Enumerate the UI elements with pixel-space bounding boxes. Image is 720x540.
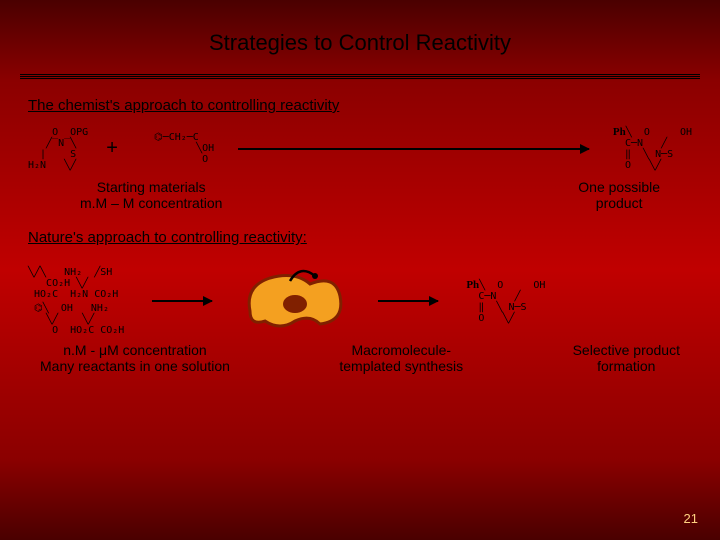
caption-row-1: Starting materials m.M – M concentration… — [0, 171, 720, 211]
enzyme-icon — [240, 266, 350, 336]
structure-reactant-1: O OPG ╱‾N‾╲ | S H₂N ╲╱ — [28, 127, 88, 171]
reaction-arrow-2b — [378, 300, 438, 302]
caption-selective: Selective product formation — [573, 342, 680, 374]
heading-nature: Nature's approach to controlling reactiv… — [28, 229, 720, 246]
caption-nm-conc: n.M - μM concentration Many reactants in… — [40, 342, 230, 374]
slide-title: Strategies to Control Reactivity — [0, 0, 720, 74]
caption-one-product: One possible product — [578, 179, 660, 211]
structure-reactant-2: ⌬─CH₂─C ╲OH O — [136, 132, 214, 165]
reaction-arrow-1 — [238, 148, 589, 150]
structure-small-1: ╲╱╲ NH₂ ╱SH CO₂H ╲╱ HO₂C H₂N CO₂H — [28, 267, 124, 300]
heading-chemist: The chemist's approach to controlling re… — [28, 97, 720, 114]
caption-starting-materials: Starting materials m.M – M concentration — [80, 179, 222, 211]
page-number: 21 — [684, 511, 698, 526]
caption-macromolecule: Macromolecule- templated synthesis — [339, 342, 463, 374]
structure-product-2: Ph╲ O OH C─N ╱ ‖ ╲ N─S O ╲╱ — [466, 279, 545, 324]
structure-product-1: Ph╲ O OH C─N ╱ ‖ ╲ N─S O ╲╱ — [613, 126, 692, 171]
plus-sign: + — [106, 137, 118, 160]
structure-small-2: ⌬╲ OH NH₂ ╲╱ ╲╱ O HO₂C CO₂H — [28, 303, 124, 336]
reaction-row-2: ╲╱╲ NH₂ ╱SH CO₂H ╲╱ HO₂C H₂N CO₂H ⌬╲ OH … — [0, 258, 720, 336]
reactant-stack: ╲╱╲ NH₂ ╱SH CO₂H ╲╱ HO₂C H₂N CO₂H ⌬╲ OH … — [28, 267, 124, 336]
reaction-row-1: O OPG ╱‾N‾╲ | S H₂N ╲╱ + ⌬─CH₂─C ╲OH O P… — [0, 126, 720, 171]
divider-line — [20, 74, 700, 79]
caption-row-2: n.M - μM concentration Many reactants in… — [0, 336, 720, 374]
reaction-arrow-2a — [152, 300, 212, 302]
